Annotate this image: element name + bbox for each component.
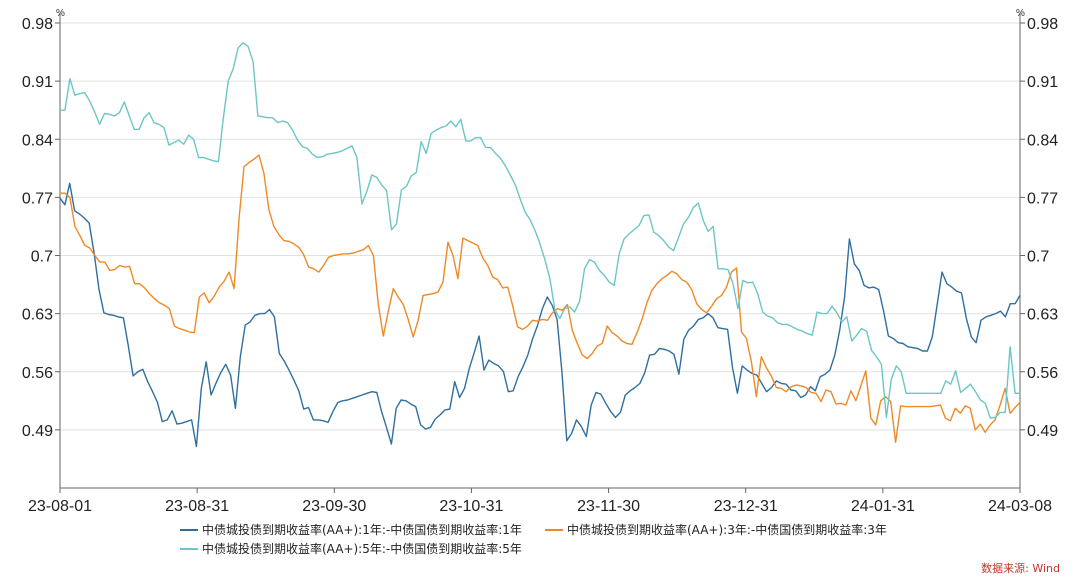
series-3y-line: [60, 154, 1021, 443]
legend-label-1y: 中债城投债到期收益率(AA+):1年:-中债国债到期收益率:1年: [202, 522, 522, 537]
gridlines: [60, 22, 1020, 431]
y-tick-label-right: 0.98: [1027, 16, 1058, 33]
source-note: 数据来源: Wind: [981, 561, 1060, 575]
y-tick-label-right: 0.7: [1027, 249, 1049, 266]
x-tick-label: 23-09-30: [302, 498, 366, 515]
legend-label-3y: 中债城投债到期收益率(AA+):3年:-中债国债到期收益率:3年: [567, 522, 887, 537]
y-axis-right: 0.98 0.91 0.84 0.77 0.7 0.63 0.56 0.49: [1020, 16, 1058, 440]
y-axis-left: 0.98 0.91 0.84 0.77 0.7 0.63 0.56 0.49: [22, 16, 60, 440]
y-tick-label-left: 0.56: [22, 365, 53, 382]
x-tick-label: 23-10-31: [439, 498, 503, 515]
y-tick-label-right: 0.56: [1027, 365, 1058, 382]
y-tick-label-right: 0.77: [1027, 190, 1058, 207]
y-tick-label-left: 0.84: [22, 132, 53, 149]
y-tick-label-left: 0.91: [22, 74, 53, 91]
series-1y-line: [59, 182, 1021, 448]
y-unit-right: %: [1016, 8, 1025, 19]
y-tick-label-right: 0.49: [1027, 423, 1058, 440]
x-tick-label: 23-08-01: [28, 498, 92, 515]
y-tick-label-left: 0.63: [22, 307, 53, 324]
x-tick-label: 24-03-08: [988, 498, 1052, 515]
series-lines: [59, 42, 1021, 448]
legend-label-5y: 中债城投债到期收益率(AA+):5年:-中债国债到期收益率:5年: [202, 541, 522, 556]
legend: 中债城投债到期收益率(AA+):1年:-中债国债到期收益率:1年 中债城投债到期…: [180, 522, 887, 556]
y-unit-left: %: [56, 8, 65, 19]
x-axis: 23-08-01 23-08-31 23-09-30 23-10-31 23-11-30…: [28, 488, 1052, 515]
x-tick-label: 24-01-31: [851, 498, 915, 515]
x-tick-label: 23-12-31: [714, 498, 778, 515]
y-tick-label-right: 0.84: [1027, 132, 1058, 149]
y-tick-label-left: 0.49: [22, 423, 53, 440]
x-tick-label: 23-11-30: [577, 498, 640, 515]
legend-item-5y[interactable]: 中债城投债到期收益率(AA+):5年:-中债国债到期收益率:5年: [180, 541, 522, 556]
series-5y-line: [60, 42, 1020, 419]
y-tick-label-left: 0.77: [22, 190, 53, 207]
y-tick-label-right: 0.91: [1027, 74, 1058, 91]
y-tick-label-left: 0.7: [31, 249, 53, 266]
axes: [59, 13, 1021, 489]
x-tick-label: 23-08-31: [165, 498, 229, 515]
legend-item-3y[interactable]: 中债城投债到期收益率(AA+):3年:-中债国债到期收益率:3年: [545, 522, 887, 537]
y-tick-label-right: 0.63: [1027, 307, 1058, 324]
y-tick-label-left: 0.98: [22, 16, 53, 33]
legend-item-1y[interactable]: 中债城投债到期收益率(AA+):1年:-中债国债到期收益率:1年: [180, 522, 522, 537]
